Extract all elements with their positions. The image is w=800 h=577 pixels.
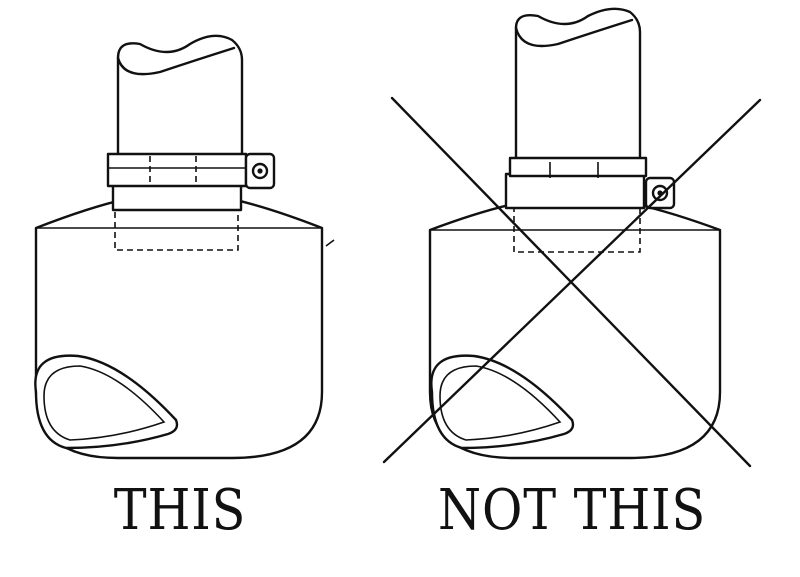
clamp-band-dashes <box>149 156 197 184</box>
cross-out-mark <box>382 96 762 468</box>
branch-pipe-opening-incorrect <box>514 18 634 48</box>
branch-pipe-incorrect <box>514 7 642 162</box>
caption-incorrect: NOT THIS <box>438 478 707 543</box>
caption-correct: THIS <box>113 478 247 543</box>
clamp-screw-head <box>251 162 269 180</box>
clamp-band-marks-incorrect <box>549 162 599 178</box>
branch-pipe-opening <box>116 46 236 76</box>
correct-installation-figure <box>34 34 335 460</box>
main-pipe-inner-edge <box>43 365 166 441</box>
incorrect-installation-figure <box>382 7 762 468</box>
main-pipe-end <box>34 354 179 450</box>
branch-pipe <box>116 34 244 162</box>
clamp-screw-head-incorrect <box>651 184 669 202</box>
inner-outlet-hidden-incorrect <box>513 206 641 253</box>
clamp-band-incorrect <box>508 156 648 178</box>
edge-tick-mark <box>325 239 335 247</box>
main-pipe-end-incorrect <box>430 354 575 450</box>
clamp-band <box>106 152 248 188</box>
inner-outlet-hidden <box>114 192 239 251</box>
clamp-screw-slot <box>257 168 263 174</box>
collar-sleeve <box>111 182 243 212</box>
main-pipe-inner-edge-incorrect <box>439 365 562 441</box>
collar-sleeve-incorrect <box>504 172 646 210</box>
